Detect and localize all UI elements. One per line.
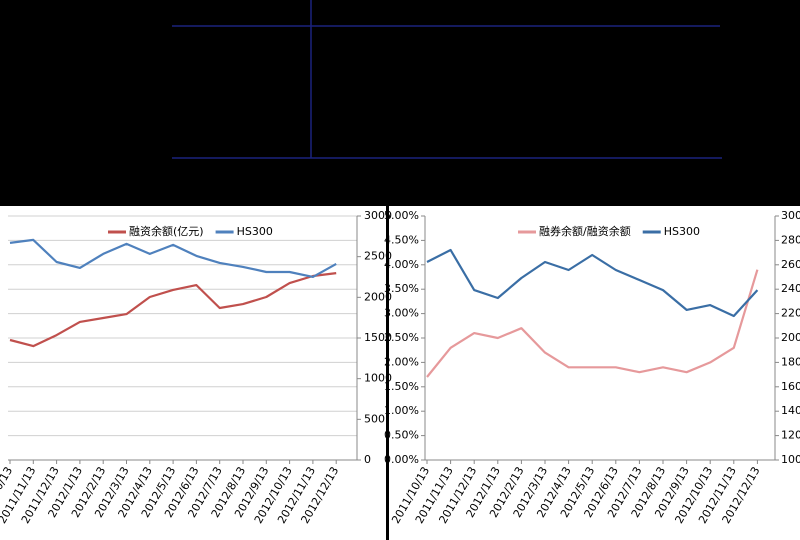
y-tick-label: 0.00% (384, 453, 419, 466)
series-line (426, 248, 759, 318)
y2-tick-label: 1200 (781, 429, 800, 442)
y-tick-label: 2.00% (384, 355, 419, 368)
y2-tick-label: 3000 (781, 209, 800, 222)
y2-tick-label: 1500 (364, 331, 392, 344)
series-line (9, 238, 337, 278)
y-tick-label: 4.50% (384, 233, 419, 246)
left-panel (0, 206, 386, 540)
y2-tick-label: 1800 (781, 355, 800, 368)
y2-tick-label: 2600 (781, 258, 800, 271)
y2-tick-label: 1400 (781, 404, 800, 417)
y2-tick-label: 2000 (781, 331, 800, 344)
series-line (426, 269, 759, 378)
y2-tick-label: 0 (364, 453, 371, 466)
y2-tick-label: 2000 (364, 290, 392, 303)
legend-label: 融资余额(亿元) (129, 224, 204, 238)
legend-label: HS300 (237, 225, 273, 238)
series-line (9, 272, 337, 348)
y2-tick-label: 2800 (781, 233, 800, 246)
y-tick-label: 5.00% (384, 209, 419, 222)
y2-tick-label: 1000 (364, 372, 392, 385)
y-tick-label: 0.50% (384, 429, 419, 442)
legend-label: HS300 (664, 225, 700, 238)
y2-tick-label: 500 (364, 412, 385, 425)
y2-tick-label: 2500 (364, 250, 392, 263)
y2-tick-label: 1600 (781, 380, 800, 393)
y-tick-label: 2.50% (384, 331, 419, 344)
y-tick-label: 3.50% (384, 282, 419, 295)
y2-tick-label: 1000 (781, 453, 800, 466)
y-tick-label: 4.00% (384, 258, 419, 271)
legend-label: 融券余额/融资余额 (539, 224, 631, 238)
y2-tick-label: 3000 (364, 209, 392, 222)
dark-banner (0, 0, 800, 206)
y-tick-label: 1.50% (384, 380, 419, 393)
y-tick-label: 1.00% (384, 404, 419, 417)
y2-tick-label: 2200 (781, 307, 800, 320)
y2-tick-label: 2400 (781, 282, 800, 295)
y-tick-label: 3.00% (384, 307, 419, 320)
